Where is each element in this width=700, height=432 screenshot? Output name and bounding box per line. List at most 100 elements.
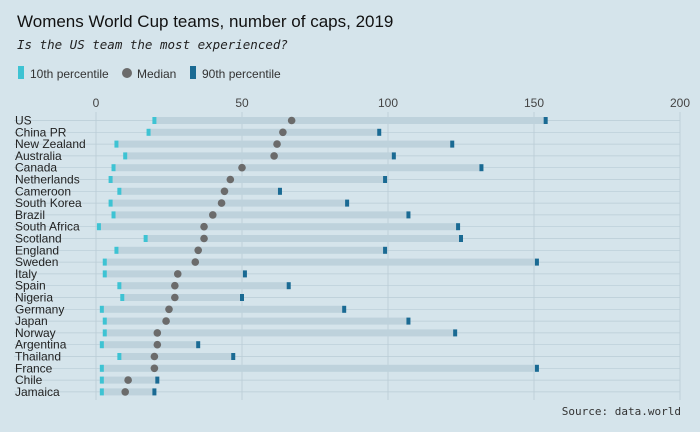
category-label: Netherlands — [15, 173, 80, 187]
p90-mark — [155, 376, 160, 384]
range-bar — [101, 305, 345, 313]
p10-mark — [120, 294, 125, 301]
median-dot — [153, 329, 162, 337]
median-dot — [150, 352, 159, 361]
x-axis-ticks: 0 50 100 150 200 — [93, 96, 691, 110]
p90-mark — [286, 282, 291, 290]
p10-mark — [99, 388, 104, 396]
p90-mark — [459, 235, 463, 242]
legend-label-p10: 10th percentile — [30, 67, 109, 81]
p10-mark — [102, 317, 107, 325]
median-dot — [173, 270, 182, 278]
p10-mark — [99, 305, 104, 313]
range-bar — [116, 140, 453, 148]
x-tick-label: 100 — [378, 96, 398, 110]
p90-mark — [277, 187, 282, 195]
range-bar — [145, 235, 461, 242]
range-bar — [119, 187, 280, 195]
p90-mark — [196, 341, 201, 349]
category-label: Canada — [15, 161, 57, 175]
x-grid — [95, 112, 681, 400]
range-bar — [122, 294, 242, 301]
category-label: China PR — [15, 125, 67, 139]
p90-mark — [450, 140, 455, 148]
x-tick-label: 200 — [670, 96, 690, 110]
x-tick-label: 50 — [235, 96, 249, 110]
p90-mark — [152, 388, 157, 396]
p90-mark — [377, 128, 382, 136]
range-bar — [119, 353, 234, 360]
p90-mark — [453, 329, 458, 337]
p90-mark — [383, 176, 388, 183]
p10-mark — [152, 117, 157, 124]
range-bar — [101, 341, 199, 349]
p90-mark — [231, 353, 236, 360]
p90-mark — [345, 199, 350, 207]
category-label: Argentina — [15, 338, 67, 352]
p90-mark — [240, 294, 244, 301]
range-bar — [125, 152, 394, 160]
p90-mark — [383, 246, 388, 254]
range-bar — [119, 282, 289, 290]
legend-swatch-p10 — [18, 66, 24, 79]
range-bar — [148, 128, 380, 136]
median-dot — [287, 116, 296, 125]
category-label: Sweden — [15, 255, 58, 269]
legend-swatch-p90 — [190, 66, 196, 79]
median-dot — [238, 163, 246, 172]
p90-mark — [342, 305, 347, 313]
p10-mark — [146, 128, 151, 136]
p10-mark — [108, 199, 113, 207]
median-dot — [273, 140, 281, 148]
chart-subtitle: Is the US team the most experienced? — [17, 37, 288, 52]
p90-mark — [406, 317, 411, 325]
chart-caption: Source: data.world — [562, 405, 681, 418]
p90-mark — [242, 270, 247, 278]
category-label: Cameroon — [15, 184, 71, 198]
p10-mark — [117, 187, 122, 195]
median-dot — [194, 246, 202, 255]
p10-mark — [99, 364, 104, 372]
p90-mark — [391, 152, 396, 160]
x-tick-label: 150 — [524, 96, 544, 110]
legend-label-p90: 90th percentile — [202, 67, 281, 81]
category-label: Germany — [15, 302, 64, 316]
median-dot — [150, 364, 159, 373]
p10-mark — [99, 341, 104, 349]
p10-mark — [99, 376, 104, 384]
chart-marks — [96, 116, 548, 396]
category-label: New Zealand — [15, 137, 86, 151]
range-bar — [101, 364, 537, 372]
p10-mark — [102, 258, 107, 266]
median-dot — [165, 305, 173, 314]
category-label: Chile — [15, 373, 43, 387]
median-dot — [171, 281, 179, 290]
p10-mark — [96, 223, 101, 231]
p10-mark — [114, 246, 119, 254]
p10-mark — [143, 235, 148, 242]
legend-swatch-median — [122, 68, 132, 78]
range-bar — [116, 246, 386, 254]
p10-mark — [114, 140, 119, 148]
p10-mark — [117, 353, 122, 360]
p10-mark — [108, 176, 113, 183]
category-label: Jamaica — [15, 385, 60, 399]
median-dot — [220, 187, 229, 196]
median-dot — [121, 388, 129, 396]
range-bar — [113, 211, 409, 219]
range-bar — [110, 176, 386, 183]
median-dot — [279, 128, 287, 137]
p90-mark — [406, 211, 411, 219]
median-dot — [124, 376, 132, 384]
category-label: Brazil — [15, 208, 45, 222]
x-tick-label: 0 — [93, 96, 100, 110]
median-dot — [171, 293, 179, 302]
range-bar — [113, 164, 482, 172]
range-bar — [104, 258, 537, 266]
p90-mark — [543, 117, 548, 124]
median-dot — [217, 199, 226, 207]
category-label: Scotland — [15, 232, 62, 246]
category-label: England — [15, 243, 59, 257]
